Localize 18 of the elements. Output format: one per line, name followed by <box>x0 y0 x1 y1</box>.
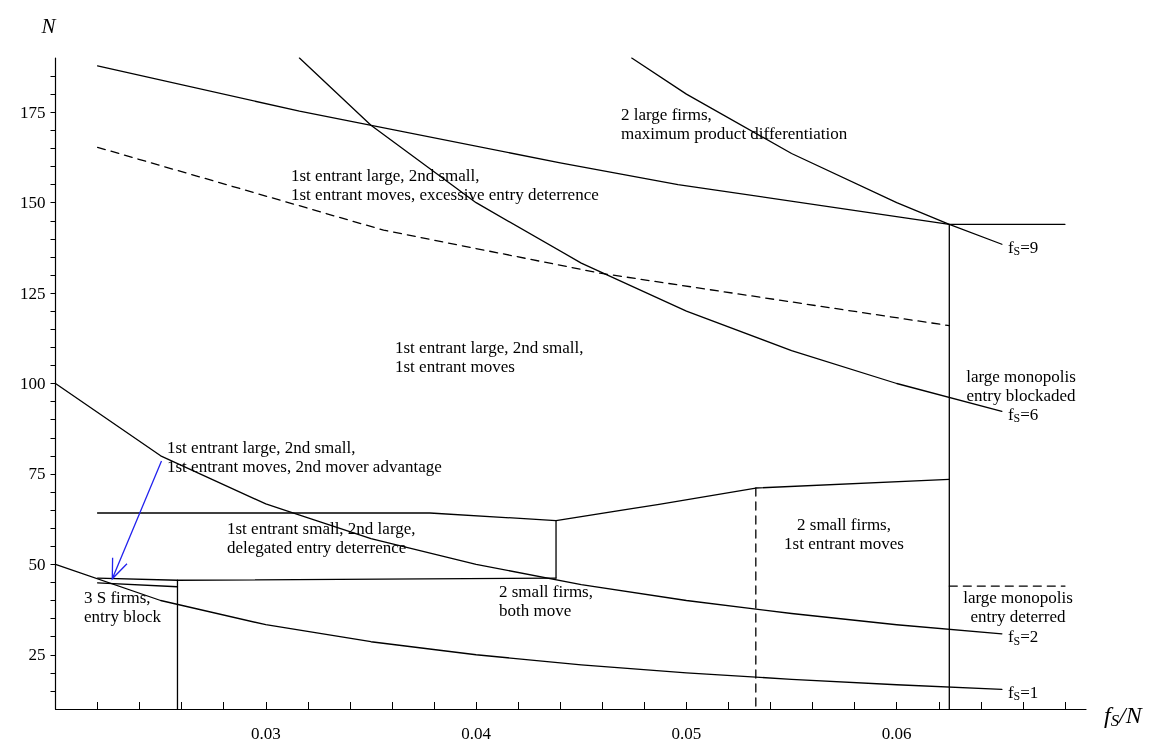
y-tick-label: 125 <box>20 283 46 303</box>
annotation: 2 small firms, 1st entrant moves <box>784 514 904 553</box>
y-tick-label: 75 <box>28 464 46 484</box>
y-tick-label: 50 <box>28 554 46 574</box>
annotation: 1st entrant large, 2nd small, 1st entrant moves <box>395 338 584 376</box>
y-tick-label: 175 <box>20 102 46 122</box>
annotation: 3 S firms, entry block <box>84 587 162 626</box>
annotation: 2 small firms, both move <box>499 581 593 620</box>
y-tick-label: 150 <box>20 193 46 213</box>
x-tick-label: 0.06 <box>881 724 912 743</box>
y-tick-label: 25 <box>28 645 46 665</box>
x-tick-label: 0.05 <box>671 724 702 743</box>
annotation: 2 large firms, maximum product differentiation <box>621 104 848 143</box>
x-tick-label: 0.03 <box>250 724 281 743</box>
y-axis-title: N <box>40 13 57 38</box>
x-tick-label: 0.04 <box>461 724 492 743</box>
y-tick-label: 100 <box>20 374 46 393</box>
annotation: 1st entrant small, 2nd large, delegated entry deterrence <box>227 518 416 557</box>
